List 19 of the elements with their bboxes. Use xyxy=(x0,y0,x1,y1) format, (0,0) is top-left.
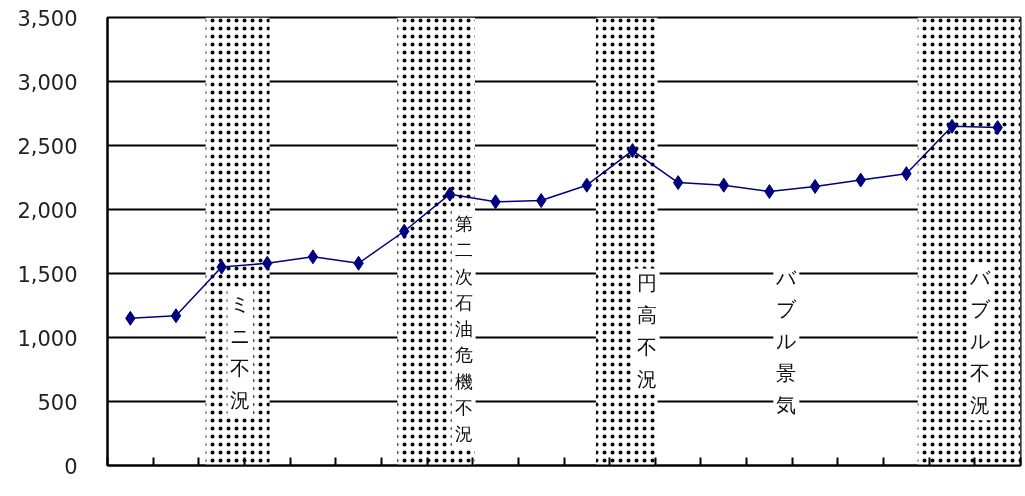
y-tick-label: 3,500 xyxy=(17,6,78,31)
annotation: バブル不況 xyxy=(969,265,992,418)
point xyxy=(672,175,684,191)
y-tick-label: 3,000 xyxy=(17,70,78,95)
y-tick-label: 1,500 xyxy=(17,262,78,287)
point xyxy=(809,178,821,194)
point xyxy=(170,308,182,324)
y-tick-label: 1,000 xyxy=(17,326,78,351)
point xyxy=(946,118,958,134)
y-tick-label: 500 xyxy=(37,390,78,415)
text: 第二次石油危機不況 xyxy=(454,213,473,445)
y-tick-label: 0 xyxy=(64,454,78,479)
point xyxy=(444,186,456,202)
annotation: 円高不況 xyxy=(636,271,657,392)
y-tick-label: 2,500 xyxy=(17,134,78,159)
point xyxy=(307,249,319,265)
y-tick-label: 2,000 xyxy=(17,198,78,223)
annotation: バブル景気 xyxy=(775,265,798,418)
annotation: ミニ不況 xyxy=(230,292,251,413)
